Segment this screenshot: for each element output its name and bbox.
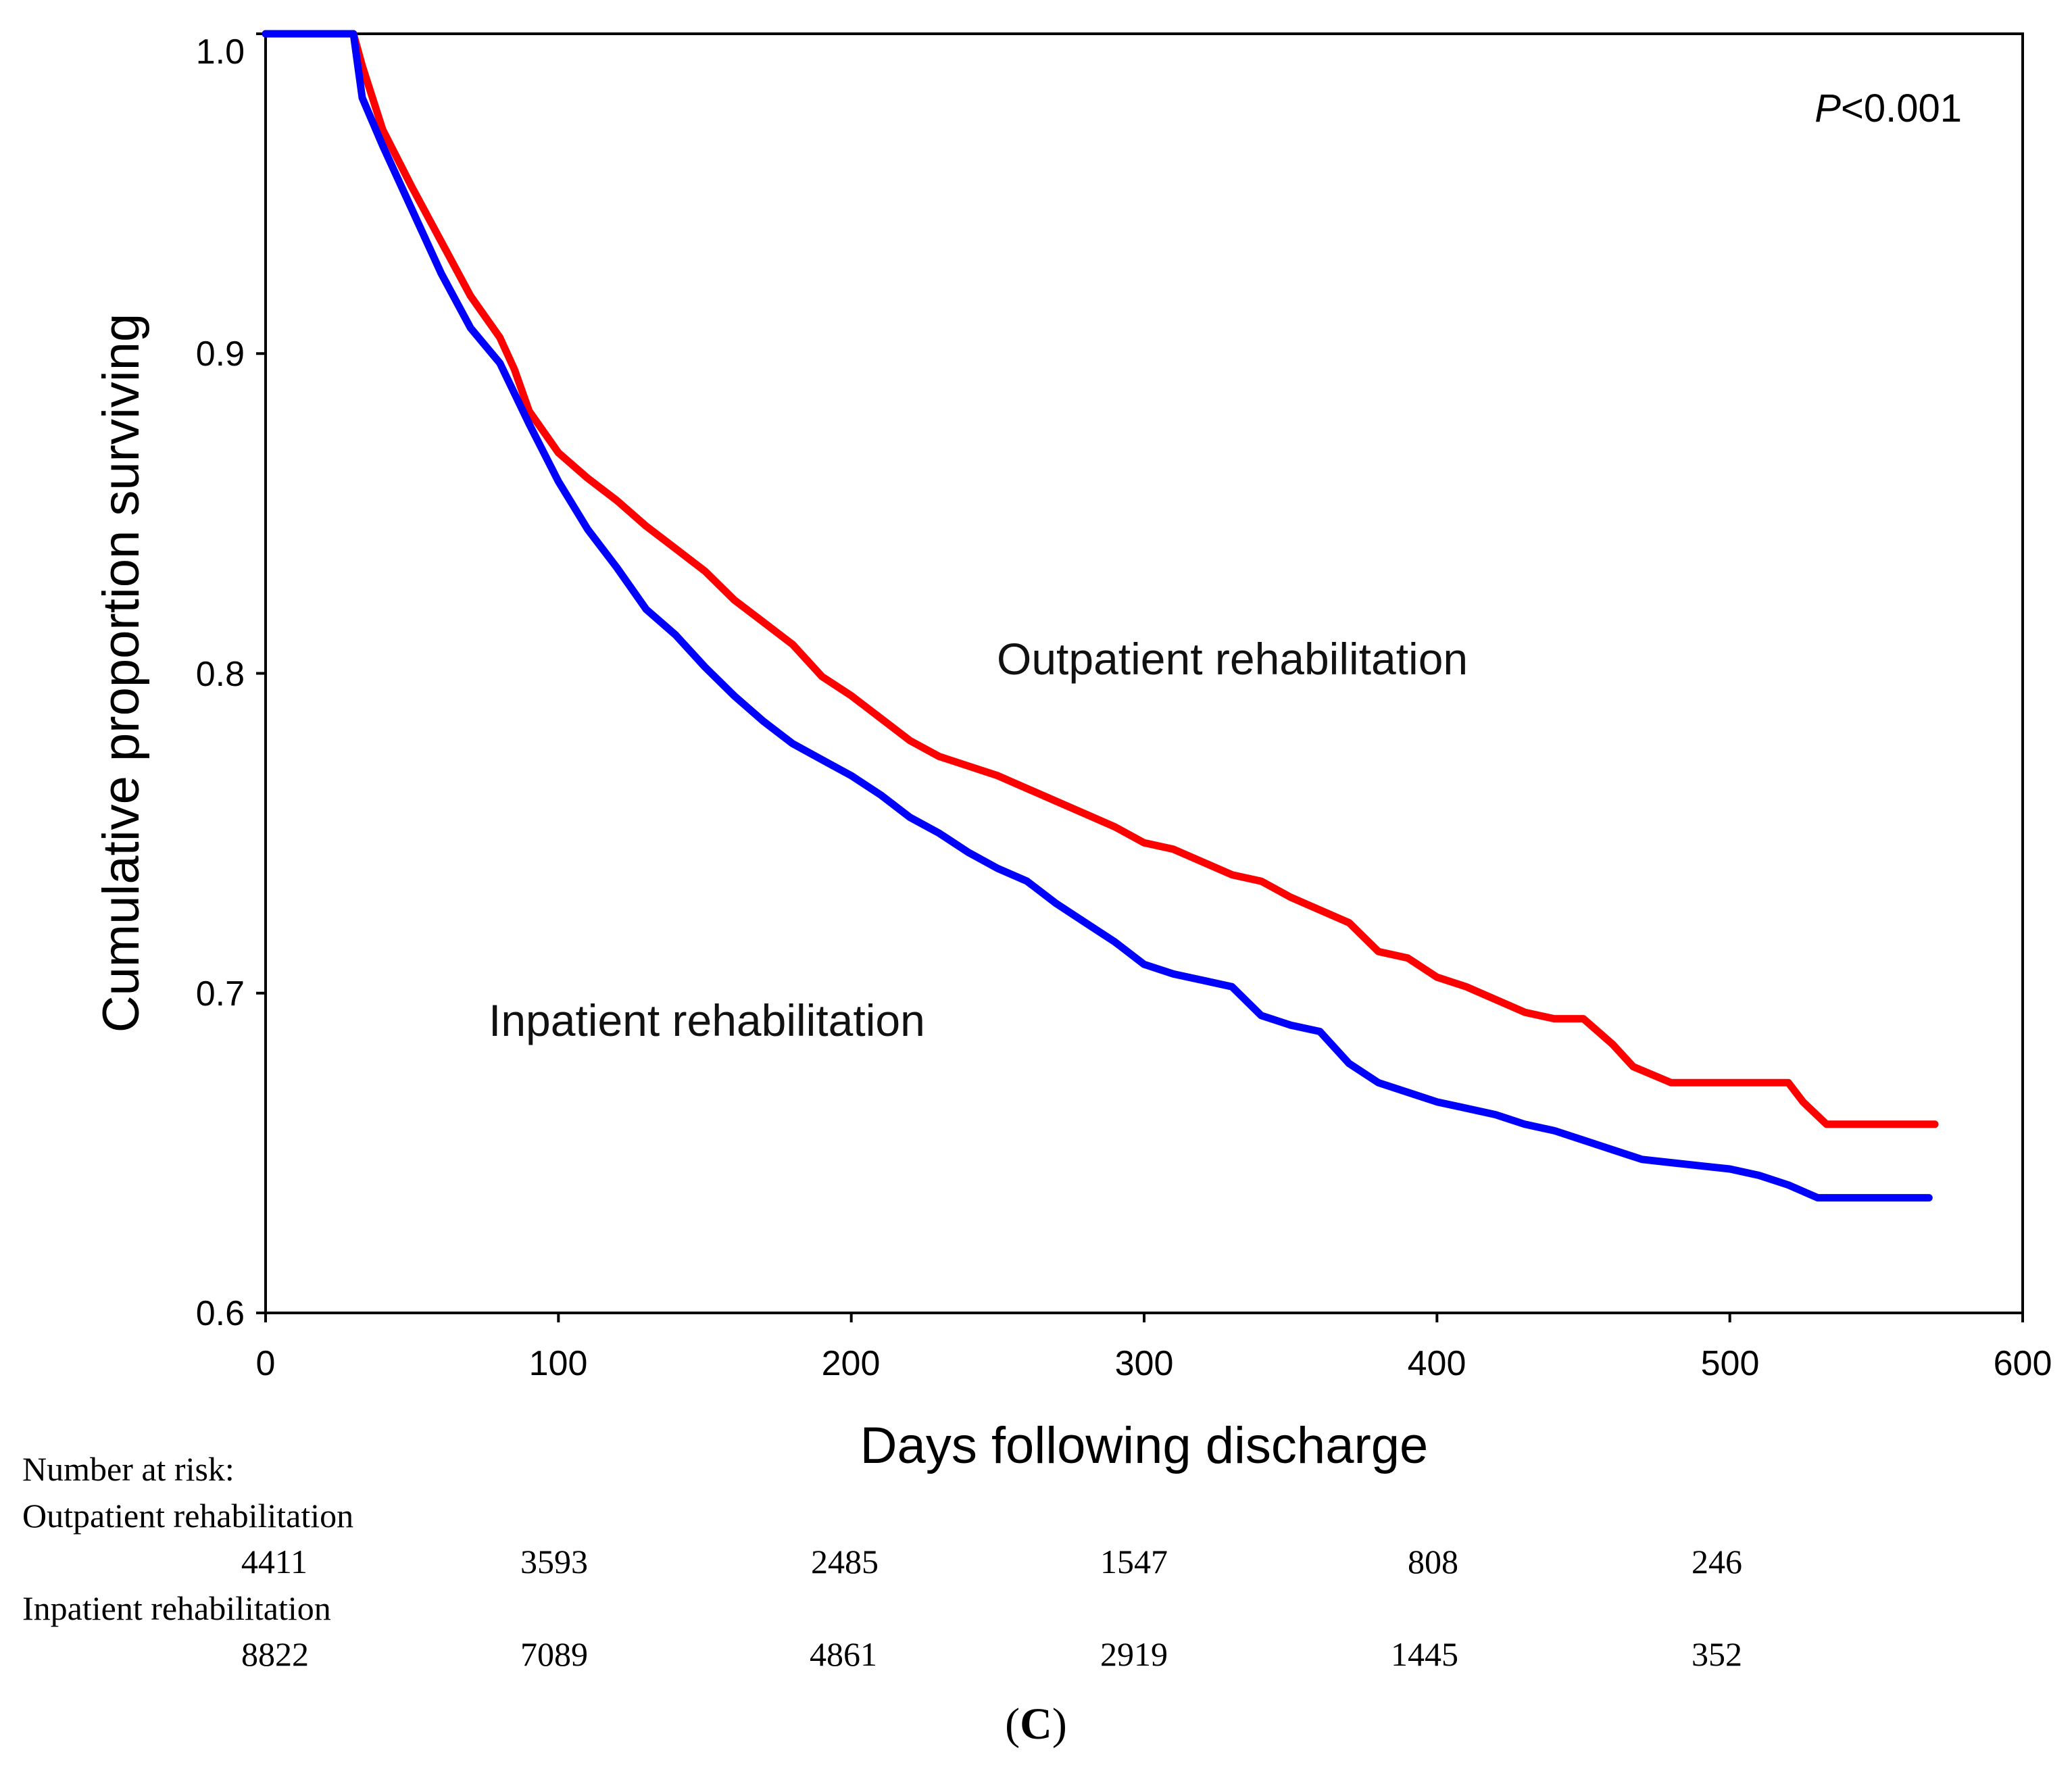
x-tick-label: 300 [1115, 1344, 1174, 1383]
p-value-annotation: P<0.001 [1815, 86, 1962, 130]
y-tick-label: 1.0 [196, 32, 245, 72]
panel-letter: C [1020, 1699, 1052, 1749]
y-axis-title: Cumulative proportion surviving [93, 314, 150, 1032]
inpatient-curve-label: Inpatient rehabilitation [489, 995, 925, 1045]
x-tick-label: 0 [256, 1344, 276, 1383]
y-tick-label: 0.6 [196, 1294, 245, 1333]
x-tick-label: 100 [529, 1344, 588, 1383]
risk-table-value: 352 [1692, 1635, 1742, 1673]
x-axis-title: Days following discharge [860, 1417, 1429, 1474]
outpatient-curve-label: Outpatient rehabilitation [997, 634, 1468, 684]
risk-table-value: 7089 [520, 1635, 588, 1673]
risk-table-value: 1547 [1100, 1543, 1168, 1581]
risk-table-row-label: Outpatient rehabilitation [22, 1497, 353, 1535]
panel-label: (C) [1005, 1699, 1067, 1749]
risk-table-value: 2919 [1100, 1635, 1168, 1673]
risk-table-value: 8822 [241, 1635, 309, 1673]
risk-table-value: 808 [1408, 1543, 1458, 1581]
x-tick-label: 600 [1994, 1344, 2052, 1383]
risk-table-value: 1445 [1391, 1635, 1458, 1673]
risk-table-value: 4861 [810, 1635, 877, 1673]
p-value-symbol: P [1815, 86, 1841, 130]
y-axis-ticks [256, 32, 266, 1314]
y-tick-label: 0.8 [196, 655, 245, 694]
risk-table-value: 3593 [520, 1543, 588, 1581]
inpatient-survival-curve [262, 30, 1933, 1202]
risk-table-value: 2485 [811, 1543, 879, 1581]
y-tick-label: 0.7 [196, 974, 245, 1014]
x-tick-label: 200 [822, 1344, 881, 1383]
x-axis-ticks [264, 1313, 2024, 1322]
x-tick-label: 400 [1408, 1344, 1466, 1383]
risk-table-row-label: Inpatient rehabilitation [22, 1589, 331, 1627]
p-value-text: <0.001 [1841, 86, 1962, 130]
risk-table-heading: Number at risk: [22, 1450, 235, 1488]
risk-table-value: 4411 [241, 1543, 307, 1581]
outpatient-survival-curve [262, 30, 1939, 1128]
risk-table-value: 246 [1692, 1543, 1742, 1581]
x-tick-label: 500 [1701, 1344, 1760, 1383]
y-tick-label: 0.9 [196, 334, 245, 374]
